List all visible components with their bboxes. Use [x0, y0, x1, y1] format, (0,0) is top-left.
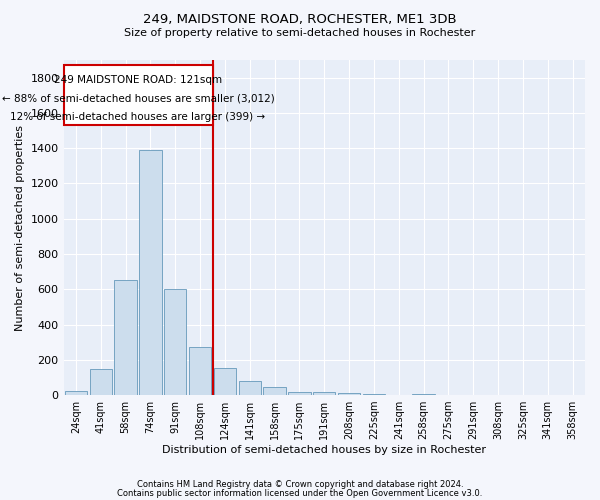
Text: 249, MAIDSTONE ROAD, ROCHESTER, ME1 3DB: 249, MAIDSTONE ROAD, ROCHESTER, ME1 3DB — [143, 12, 457, 26]
Bar — [363, 394, 385, 395]
Bar — [139, 150, 161, 395]
Bar — [313, 392, 335, 395]
Bar — [338, 394, 360, 395]
Bar — [89, 368, 112, 395]
Bar — [65, 390, 87, 395]
Y-axis label: Number of semi-detached properties: Number of semi-detached properties — [15, 124, 25, 330]
Text: ← 88% of semi-detached houses are smaller (3,012): ← 88% of semi-detached houses are smalle… — [2, 94, 274, 104]
Text: Size of property relative to semi-detached houses in Rochester: Size of property relative to semi-detach… — [124, 28, 476, 38]
Bar — [214, 368, 236, 395]
Text: Contains public sector information licensed under the Open Government Licence v3: Contains public sector information licen… — [118, 488, 482, 498]
Bar — [115, 280, 137, 395]
Text: 249 MAIDSTONE ROAD: 121sqm: 249 MAIDSTONE ROAD: 121sqm — [54, 75, 222, 85]
Bar — [412, 394, 435, 395]
Bar — [239, 381, 261, 395]
Text: 12% of semi-detached houses are larger (399) →: 12% of semi-detached houses are larger (… — [10, 112, 266, 122]
FancyBboxPatch shape — [64, 66, 212, 126]
Bar — [288, 392, 311, 395]
Text: Contains HM Land Registry data © Crown copyright and database right 2024.: Contains HM Land Registry data © Crown c… — [137, 480, 463, 489]
Bar — [263, 387, 286, 395]
X-axis label: Distribution of semi-detached houses by size in Rochester: Distribution of semi-detached houses by … — [162, 445, 486, 455]
Bar — [189, 348, 211, 395]
Bar — [164, 290, 187, 395]
